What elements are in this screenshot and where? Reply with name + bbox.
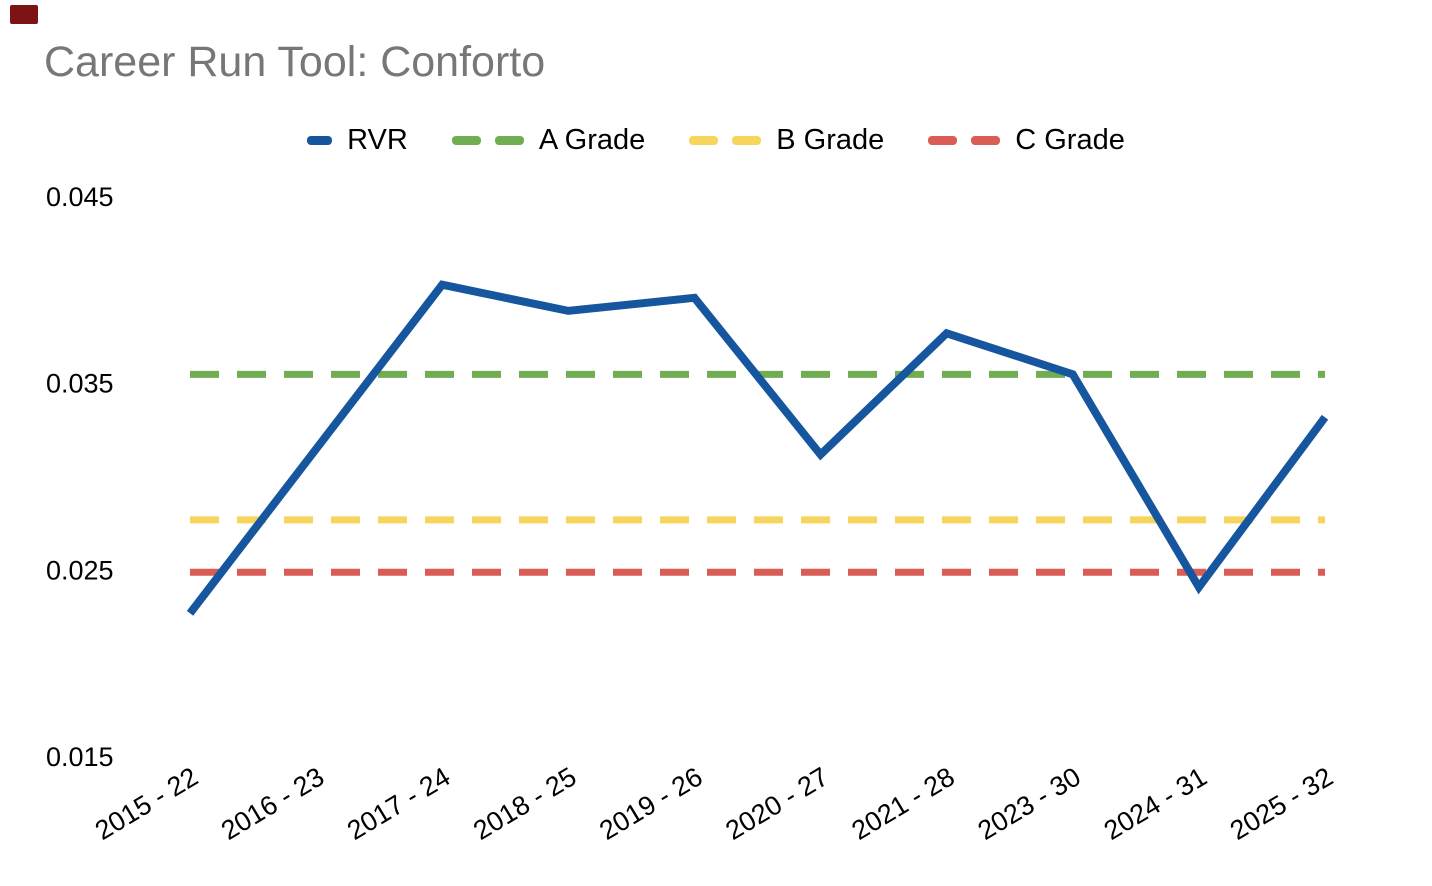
dashed-line-swatch-a-grade bbox=[451, 136, 524, 145]
legend-label-b-grade: B Grade bbox=[776, 124, 885, 156]
x-tick-label: 2017 - 24 bbox=[342, 761, 455, 845]
legend-item-c-grade: C Grade bbox=[928, 124, 1125, 157]
x-tick-label: 2024 - 31 bbox=[1099, 761, 1212, 845]
x-tick-label: 2016 - 23 bbox=[216, 761, 329, 845]
x-tick-label: 2025 - 32 bbox=[1225, 761, 1338, 845]
dashed-line-swatch-b-grade bbox=[689, 136, 762, 145]
solid-line-swatch-rvr bbox=[307, 136, 333, 145]
x-tick-label: 2015 - 22 bbox=[90, 761, 203, 845]
x-tick-label: 2021 - 28 bbox=[847, 761, 960, 845]
x-tick-label: 2019 - 26 bbox=[594, 761, 707, 845]
legend-label-rvr: RVR bbox=[347, 124, 408, 156]
y-tick-label: 0.035 bbox=[46, 369, 114, 399]
legend-dash bbox=[494, 136, 524, 145]
x-tick-label: 2018 - 25 bbox=[468, 761, 581, 845]
x-tick-label: 2023 - 30 bbox=[973, 761, 1086, 845]
legend-dash bbox=[451, 136, 481, 145]
legend-label-a-grade: A Grade bbox=[538, 124, 646, 156]
dashed-line-swatch-c-grade bbox=[928, 136, 1001, 145]
legend-dash bbox=[928, 136, 958, 145]
legend-item-b-grade: B Grade bbox=[689, 124, 884, 157]
legend-dash bbox=[971, 136, 1001, 145]
series-line-rvr bbox=[186, 280, 1329, 616]
y-tick-label: 0.025 bbox=[46, 555, 114, 585]
y-tick-label: 0.015 bbox=[46, 742, 114, 772]
corner-marker bbox=[10, 5, 38, 24]
legend-dash bbox=[307, 136, 333, 145]
chart-legend: RVR A Grade B Grade C Grade bbox=[0, 124, 1432, 157]
legend-dash bbox=[732, 136, 762, 145]
y-tick-label: 0.045 bbox=[46, 182, 114, 212]
x-tick-label: 2020 - 27 bbox=[720, 761, 833, 845]
legend-label-c-grade: C Grade bbox=[1015, 124, 1125, 156]
legend-item-a-grade: A Grade bbox=[451, 124, 646, 157]
legend-item-rvr: RVR bbox=[307, 124, 408, 157]
legend-dash bbox=[689, 136, 719, 145]
chart-title: Career Run Tool: Conforto bbox=[44, 38, 546, 86]
